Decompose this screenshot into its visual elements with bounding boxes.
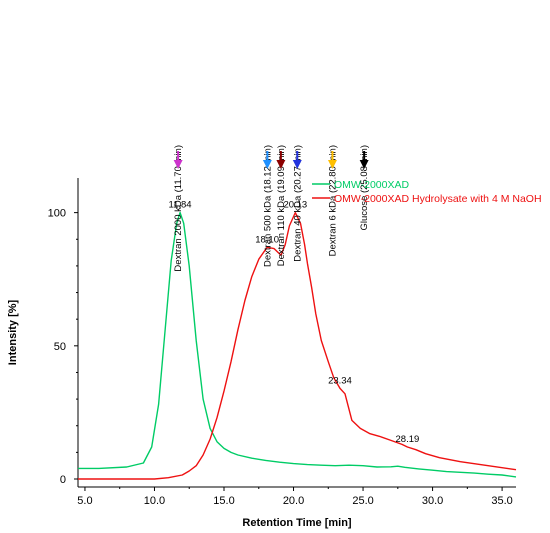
series-line-1 xyxy=(78,211,517,478)
peak-label: 18.10 xyxy=(255,234,279,245)
standard-label: Dextran 110 kDa (19.09 min) xyxy=(276,145,287,266)
standard-label: Glucose (25.08 min) xyxy=(359,145,370,231)
standard-arrow-head xyxy=(262,160,272,169)
legend-entry: OMW-2000XAD Hydrolysate with 4 M NaOH xyxy=(334,193,542,205)
x-tick-label: 25.0 xyxy=(352,495,373,507)
x-tick-label: 30.0 xyxy=(422,495,443,507)
peak-labels: 11.84 18.10 20.13 23.34 28.19 xyxy=(169,200,420,445)
standard-arrow-head xyxy=(292,160,302,169)
x-axis-title: Retention Time [min] xyxy=(242,517,352,529)
x-tick-label: 15.0 xyxy=(213,495,234,507)
peak-label: 23.34 xyxy=(328,375,352,386)
ticks: 5.0 10.0 15.0 20.0 25.0 30.0 35.0 0 50 100 xyxy=(48,208,513,507)
standard-arrow-head xyxy=(327,160,337,169)
peak-label: 20.13 xyxy=(283,200,307,211)
standard-markers: Dextran 2000 kDa (11.70 min) Dextran 500 … xyxy=(173,145,370,272)
standard-label: Dextran 6 kDa (22.80 min) xyxy=(327,145,338,256)
y-tick-label: 50 xyxy=(54,341,66,353)
standard-arrow-head xyxy=(173,160,183,169)
y-tick-label: 0 xyxy=(60,474,66,486)
x-tick-label: 20.0 xyxy=(283,495,304,507)
x-tick-label: 35.0 xyxy=(491,495,512,507)
peak-label: 28.19 xyxy=(396,434,420,445)
x-tick-label: 10.0 xyxy=(144,495,165,507)
axes xyxy=(77,178,516,488)
series-line-2 xyxy=(78,211,517,480)
series-lines xyxy=(78,211,517,480)
standard-arrow-head xyxy=(276,160,286,169)
legend-entry: OMW-2000XAD xyxy=(334,179,409,191)
peak-label: 11.84 xyxy=(169,200,192,211)
standard-label: Dextran 40 kDa (20.27 min) xyxy=(292,145,303,262)
y-axis-title: Intensity [%] xyxy=(7,299,19,365)
x-tick-label: 5.0 xyxy=(77,495,92,507)
standard-label: Dextran 500 kDa (18.12 min) xyxy=(262,145,273,267)
standard-arrow-head xyxy=(359,160,369,169)
standard-label: Dextran 2000 kDa (11.70 min) xyxy=(173,145,184,272)
legend: OMW-2000XAD OMW-2000XAD Hydrolysate with … xyxy=(312,179,542,205)
y-tick-label: 100 xyxy=(48,208,66,220)
